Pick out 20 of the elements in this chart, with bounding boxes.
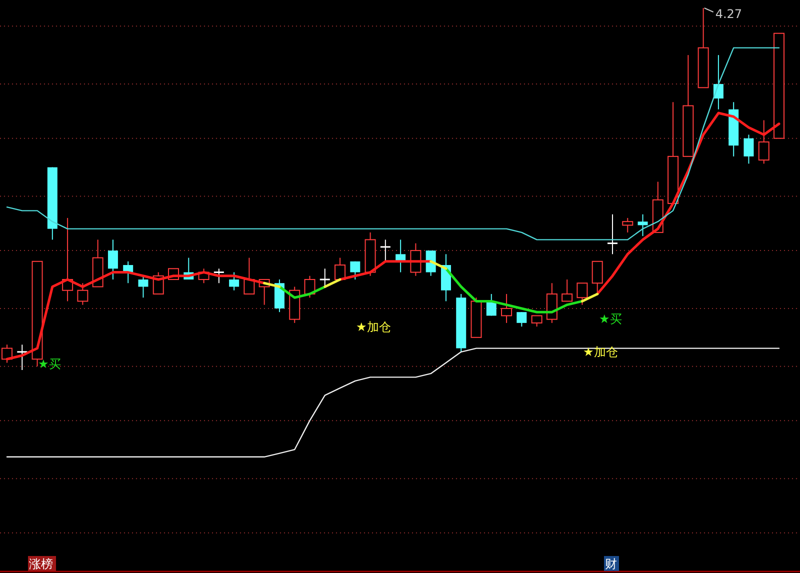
annotation: ★加仓 xyxy=(583,345,618,359)
annotation: ★买 xyxy=(38,357,61,371)
candlestick xyxy=(638,214,648,237)
candlestick xyxy=(516,312,527,328)
annotation: 4.27 xyxy=(715,7,742,21)
candlestick xyxy=(319,268,331,288)
candlestick xyxy=(380,239,392,262)
annotation: ★买 xyxy=(599,312,622,326)
candlestick xyxy=(16,344,28,370)
text: 财 xyxy=(605,557,617,571)
candlestick xyxy=(138,275,148,298)
text: 涨榜 xyxy=(29,557,53,571)
candlestick xyxy=(229,272,240,291)
candlestick xyxy=(213,268,225,284)
annotation: ★加仓 xyxy=(356,320,391,334)
candlestick xyxy=(606,214,618,255)
candlestick xyxy=(501,293,512,324)
candlestick xyxy=(350,260,360,280)
candlestick xyxy=(744,134,754,164)
candlestick xyxy=(108,239,118,280)
